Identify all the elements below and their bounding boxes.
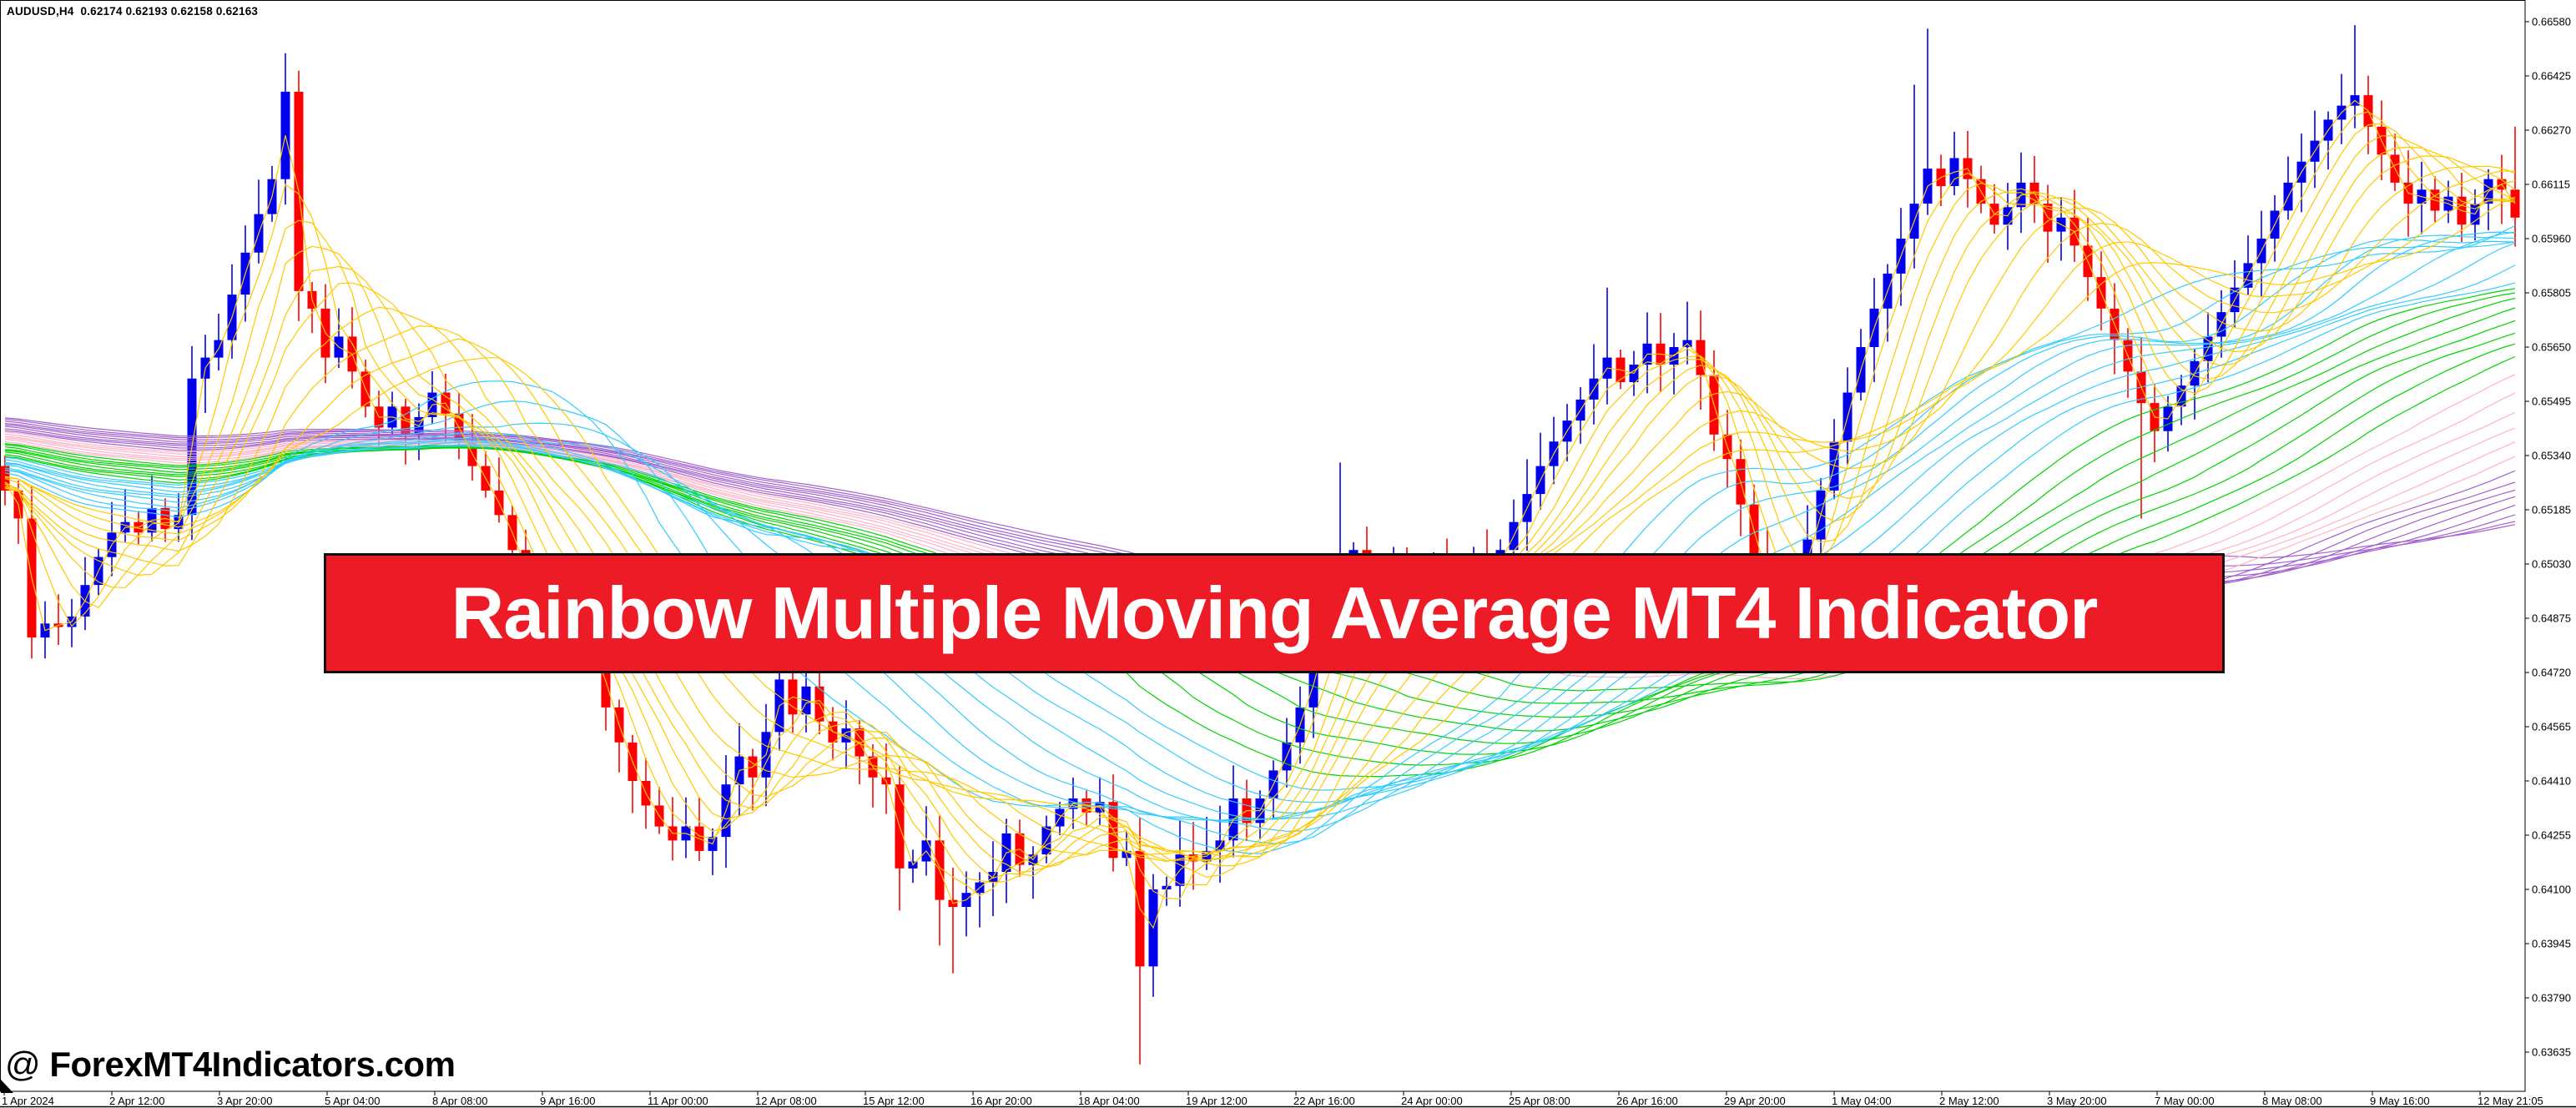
time-axis-label: 8 May 08:00 [2262, 1095, 2322, 1107]
time-axis-label: 2 Apr 12:00 [109, 1095, 165, 1107]
ma-line-green-68 [4, 292, 2516, 766]
ma-line-yellow-4 [4, 111, 2516, 900]
ma-line-cyan-56 [4, 264, 2516, 803]
ma-line-cyan-44 [4, 231, 2516, 822]
price-axis-label: 0.65805 [2532, 287, 2571, 300]
time-axis-label: 2 May 12:00 [1939, 1095, 1999, 1107]
price-axis-label: 0.65650 [2532, 341, 2571, 354]
price-axis-label: 0.66580 [2532, 16, 2571, 28]
price-axis-label: 0.63635 [2532, 1046, 2571, 1059]
price-axis-label: 0.66425 [2532, 70, 2571, 83]
chart-symbol-title: AUDUSD,H4 0.62174 0.62193 0.62158 0.6216… [7, 5, 259, 18]
price-axis-label: 0.66115 [2532, 179, 2570, 191]
ma-line-cyan-60 [4, 282, 2516, 791]
price-axis-label: 0.63945 [2532, 938, 2571, 950]
price-axis-label: 0.64565 [2532, 721, 2571, 733]
time-axis-label: 26 Apr 16:00 [1616, 1095, 1678, 1107]
time-axis-label: 3 Apr 20:00 [217, 1095, 273, 1107]
time-axis-label: 19 Apr 12:00 [1186, 1095, 1248, 1107]
watermark: @ ForexMT4Indicators.com [5, 1045, 456, 1085]
time-axis-label: 1 May 04:00 [1832, 1095, 1892, 1107]
ma-line-yellow-18 [4, 170, 2516, 863]
price-axis-label: 0.65340 [2532, 450, 2571, 462]
time-axis-label: 24 Apr 00:00 [1401, 1095, 1463, 1107]
time-axis-label: 18 Apr 04:00 [1078, 1095, 1140, 1107]
time-axis-label: 15 Apr 12:00 [863, 1095, 925, 1107]
ma-line-yellow-12 [4, 155, 2516, 868]
ma-line-yellow-10 [4, 146, 2516, 874]
ma-line-cyan-40 [4, 234, 2516, 821]
ma-line-green-64 [4, 288, 2516, 778]
time-axis-label: 9 May 16:00 [2370, 1095, 2430, 1107]
price-axis-label: 0.64875 [2532, 612, 2571, 625]
ma-line-cyan-48 [4, 231, 2516, 820]
time-axis-label: 12 Apr 08:00 [755, 1095, 817, 1107]
time-axis-label: 25 Apr 08:00 [1509, 1095, 1570, 1107]
price-axis-label: 0.66270 [2532, 124, 2571, 137]
price-axis-label: 0.64255 [2532, 829, 2571, 842]
time-axis-label: 9 Apr 16:00 [540, 1095, 596, 1107]
price-axis-label: 0.65960 [2532, 233, 2571, 245]
time-axis-label: 29 Apr 20:00 [1724, 1095, 1786, 1107]
time-axis-label: 12 May 21:05 [2478, 1095, 2543, 1107]
price-axis-label: 0.64410 [2532, 775, 2571, 788]
ma-line-yellow-24 [4, 196, 2516, 861]
chart-begin-marker [1, 1080, 13, 1093]
ma-line-yellow-21 [4, 180, 2516, 862]
ma-line-yellow-8 [4, 135, 2516, 879]
ma-line-cyan-36 [4, 239, 2516, 832]
time-axis-label: 1 Apr 2024 [2, 1095, 54, 1107]
ma-line-yellow-6 [4, 123, 2516, 886]
ma-line-yellow-15 [4, 165, 2516, 856]
watermark-text: ForexMT4Indicators.com [49, 1045, 456, 1084]
price-axis-label: 0.65185 [2532, 504, 2571, 516]
time-axis-label: 3 May 20:00 [2047, 1095, 2107, 1107]
time-axis-label: 8 Apr 08:00 [432, 1095, 488, 1107]
ma-line-cyan-52 [4, 242, 2516, 814]
time-axis-label: 5 Apr 04:00 [325, 1095, 381, 1107]
time-axis-label: 11 Apr 00:00 [648, 1095, 708, 1107]
at-sign: @ [5, 1045, 50, 1084]
price-axis-label: 0.65030 [2532, 558, 2571, 571]
ma-line-cyan-28 [4, 224, 2516, 854]
indicator-banner: Rainbow Multiple Moving Average MT4 Indi… [324, 553, 2225, 673]
price-axis-label: 0.64100 [2532, 884, 2571, 896]
ma-line-green-72 [4, 297, 2516, 755]
ma-line-cyan-32 [4, 241, 2516, 844]
indicator-banner-label: Rainbow Multiple Moving Average MT4 Indi… [451, 572, 2099, 654]
price-axis-label: 0.65495 [2532, 395, 2571, 408]
price-axis-label: 0.63790 [2532, 992, 2571, 1005]
time-axis-label: 16 Apr 20:00 [970, 1095, 1032, 1107]
time-axis-label: 22 Apr 16:00 [1293, 1095, 1355, 1107]
price-axis-label: 0.64720 [2532, 667, 2571, 679]
time-axis-label: 7 May 00:00 [2155, 1095, 2215, 1107]
